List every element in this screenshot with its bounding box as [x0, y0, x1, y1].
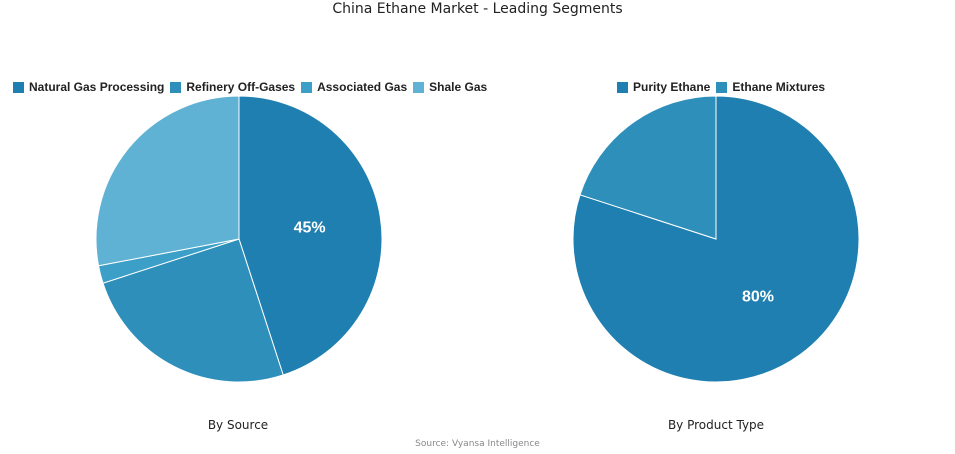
legend-item: Shale Gas	[413, 80, 487, 94]
legend-label: Shale Gas	[429, 80, 488, 94]
legend-swatch	[617, 81, 628, 93]
legend-swatch	[301, 81, 313, 93]
pie-slice-ethane-mixtures	[579, 95, 717, 240]
legend-label: Refinery Off-Gases	[186, 80, 296, 94]
legend-swatch	[170, 81, 182, 93]
legend-label: Purity Ethane	[633, 80, 711, 94]
legend-item: Purity Ethane	[617, 80, 710, 94]
legend-swatch	[716, 81, 728, 93]
pie-slice-natural-gas-processing	[238, 95, 383, 376]
chart-title: China Ethane Market - Leading Segments	[332, 1, 623, 17]
source-note: Source: Vyansa Intelligence	[415, 439, 540, 449]
legend-label: Associated Gas	[317, 80, 408, 94]
pie-chart-by-source: 45%	[95, 95, 383, 383]
legend-item: Associated Gas	[301, 80, 407, 94]
legend-label: Natural Gas Processing	[29, 80, 165, 94]
pie-slice-refinery-off-gases	[102, 238, 284, 383]
legend-label: Ethane Mixtures	[732, 80, 826, 94]
legend-by-source: Natural Gas Processing Refinery Off-Gase…	[13, 80, 487, 94]
pie-data-label: 80%	[742, 288, 774, 305]
pie-chart-by-product-type: 80%	[572, 95, 860, 383]
chart-subtitle-by-product-type: By Product Type	[667, 418, 765, 432]
pie-slice-shale-gas	[95, 95, 240, 267]
legend-swatch	[13, 81, 24, 93]
legend-by-product-type: Purity Ethane Ethane Mixtures	[617, 80, 825, 94]
chart-subtitle-by-source: By Source	[207, 418, 269, 432]
legend-item: Refinery Off-Gases	[170, 80, 295, 94]
legend-swatch	[413, 81, 425, 93]
pie-data-label: 45%	[294, 219, 326, 236]
legend-item: Ethane Mixtures	[716, 80, 825, 94]
legend-item: Natural Gas Processing	[13, 80, 164, 94]
